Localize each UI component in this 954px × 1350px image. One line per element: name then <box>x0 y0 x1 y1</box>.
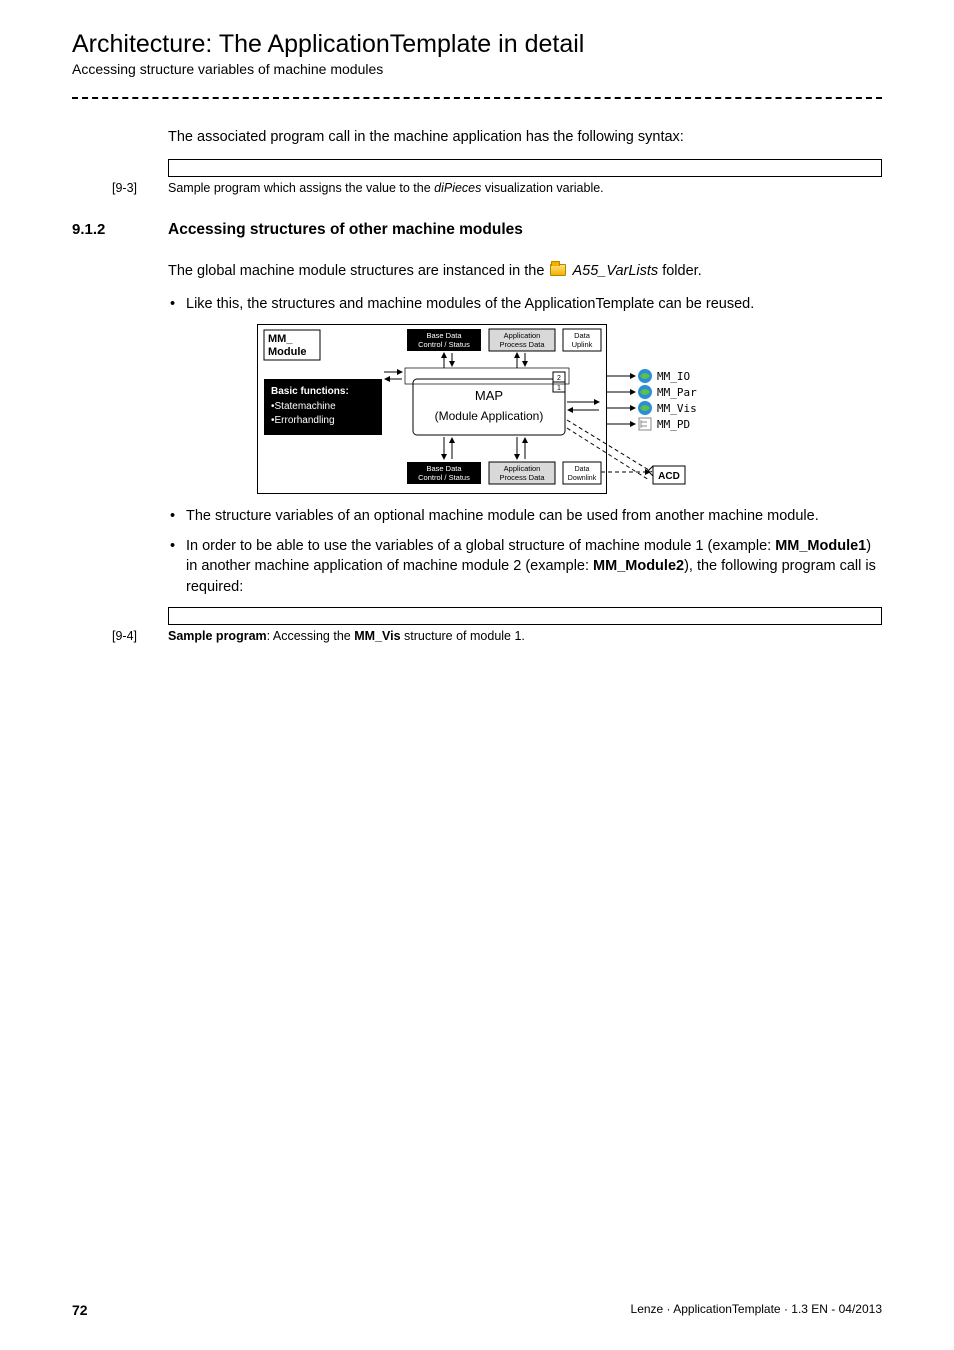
text-part: In order to be able to use the variables… <box>186 538 775 554</box>
svg-text:MAP: MAP <box>475 388 503 403</box>
section-number: 9.1.2 <box>72 221 168 238</box>
caption-part: structure of module 1. <box>401 629 525 643</box>
svg-text:Module: Module <box>268 346 307 358</box>
caption-text: Sample program: Accessing the MM_Vis str… <box>168 629 882 643</box>
caption-9-4: [9-4] Sample program: Accessing the MM_V… <box>72 629 882 643</box>
svg-text:2: 2 <box>557 375 561 382</box>
folder-paragraph: The global machine module structures are… <box>168 261 882 281</box>
list-item: The structure variables of an optional m… <box>168 506 882 526</box>
folder-icon <box>550 264 566 276</box>
intro-paragraph: The associated program call in the machi… <box>168 127 882 147</box>
divider <box>72 97 882 99</box>
svg-text:MM_Vis: MM_Vis <box>657 402 697 415</box>
text-part: The global machine module structures are… <box>168 263 548 279</box>
text-bold: MM_Module2 <box>593 558 684 574</box>
page-title: Architecture: The ApplicationTemplate in… <box>72 30 882 59</box>
bullet-list-2: The structure variables of an optional m… <box>168 506 882 597</box>
svg-text:Application: Application <box>504 464 541 473</box>
footer-text: Lenze · ApplicationTemplate · 1.3 EN - 0… <box>631 1302 882 1318</box>
svg-text:MM_IO: MM_IO <box>657 370 690 383</box>
code-box-1 <box>168 159 882 177</box>
svg-text:Control / Status: Control / Status <box>418 473 470 482</box>
svg-text:Downlink: Downlink <box>568 475 597 482</box>
svg-text:MM_PD: MM_PD <box>657 418 690 431</box>
caption-italic: diPieces <box>434 181 481 195</box>
section-heading: 9.1.2 Accessing structures of other mach… <box>72 221 882 239</box>
text-part: folder. <box>658 263 702 279</box>
section-title: Accessing structures of other machine mo… <box>168 221 523 239</box>
svg-text:Application: Application <box>504 331 541 340</box>
svg-text:•Errorhandling: •Errorhandling <box>271 415 335 426</box>
svg-text:Basic functions:: Basic functions: <box>271 386 349 397</box>
svg-text:Uplink: Uplink <box>572 340 593 349</box>
svg-text:Data: Data <box>574 331 591 340</box>
svg-text:1: 1 <box>557 385 561 392</box>
svg-text:•Statemachine: •Statemachine <box>271 401 336 412</box>
page-footer: 72 Lenze · ApplicationTemplate · 1.3 EN … <box>72 1302 882 1318</box>
caption-part: to the <box>399 181 434 195</box>
page-subtitle: Accessing structure variables of machine… <box>72 61 882 77</box>
caption-part: Sample program which assigns the value <box>168 181 399 195</box>
svg-text:ACD: ACD <box>658 471 680 482</box>
svg-text:Base Data: Base Data <box>426 464 462 473</box>
svg-text:MM_: MM_ <box>268 333 293 345</box>
svg-text:(Module Application): (Module Application) <box>435 409 544 423</box>
caption-text: Sample program which assigns the value t… <box>168 181 882 195</box>
caption-9-3: [9-3] Sample program which assigns the v… <box>72 181 882 195</box>
caption-part: : Accessing the <box>267 629 355 643</box>
folder-name: A55_VarLists <box>572 263 658 279</box>
caption-ref: [9-4] <box>112 629 168 643</box>
caption-part: visualization variable. <box>481 181 603 195</box>
list-item: In order to be able to use the variables… <box>168 536 882 597</box>
svg-text:MM_Par: MM_Par <box>657 386 697 399</box>
code-box-2 <box>168 607 882 625</box>
svg-text:Data: Data <box>575 466 590 473</box>
caption-ref: [9-3] <box>112 181 168 195</box>
text-bold: MM_Module1 <box>775 538 866 554</box>
svg-text:Base Data: Base Data <box>426 331 462 340</box>
bullet-list-1: Like this, the structures and machine mo… <box>168 294 882 314</box>
module-diagram: MM_ Module Basic functions: •Statemachin… <box>72 324 882 494</box>
list-item: Like this, the structures and machine mo… <box>168 294 882 314</box>
caption-bold: MM_Vis <box>354 629 400 643</box>
svg-text:Process Data: Process Data <box>499 340 545 349</box>
svg-text:Process Data: Process Data <box>499 473 545 482</box>
page-number: 72 <box>72 1302 88 1318</box>
svg-text:Control / Status: Control / Status <box>418 340 470 349</box>
caption-bold: Sample program <box>168 629 267 643</box>
